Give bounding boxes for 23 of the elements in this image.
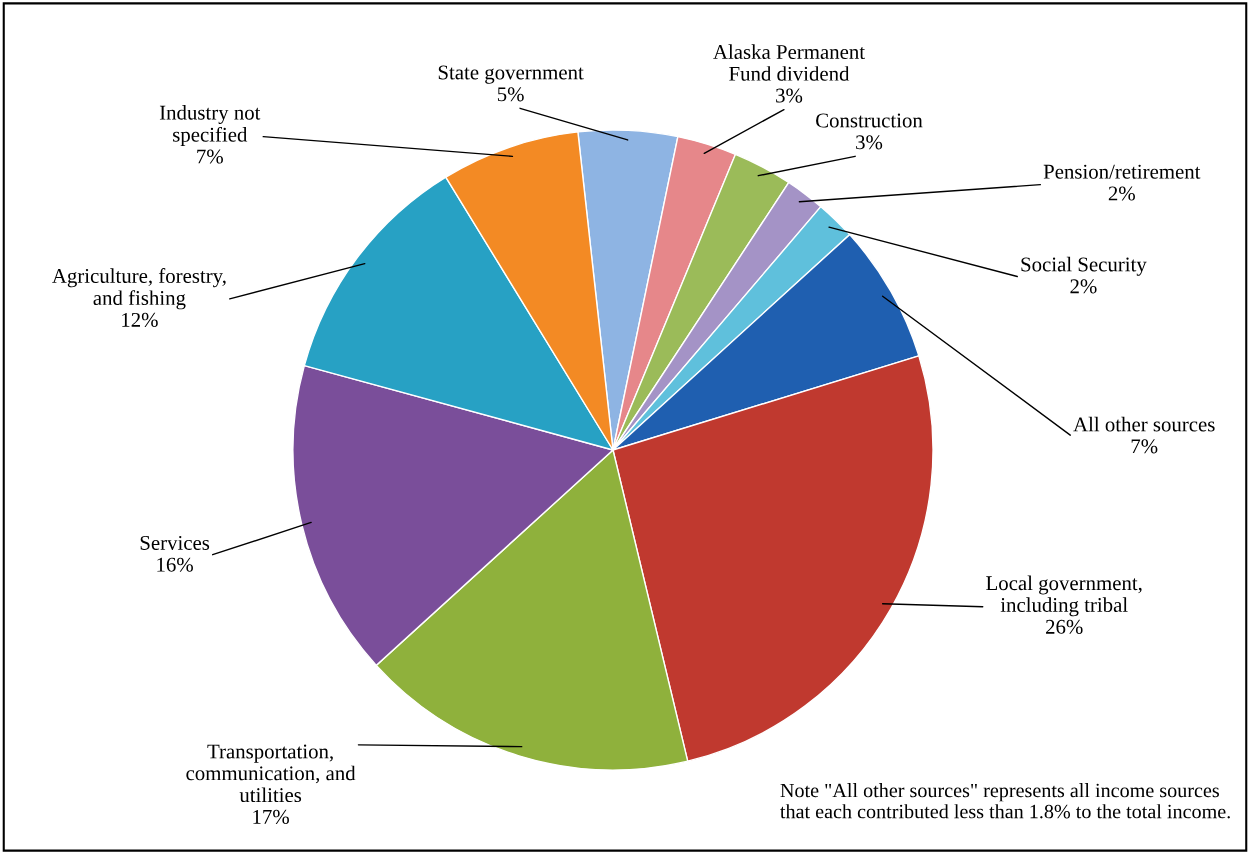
- slice-label: Industry not specified: [159, 105, 261, 146]
- data-label: 17%: [253, 809, 289, 824]
- slice-label: Construction: [816, 113, 923, 128]
- data-label: 2%: [1108, 186, 1135, 201]
- data-label: 5%: [497, 87, 524, 102]
- data-label: 3%: [856, 135, 883, 150]
- slice-label: Agriculture, forestry, and fishing: [52, 268, 226, 310]
- text: Note "All other sources" represents all income sources that each contributed less than 1.8% to the total income.: [780, 783, 1230, 819]
- data-label: 7%: [197, 149, 223, 164]
- slice-label: Pension/retirement: [1043, 164, 1201, 179]
- data-label: 7%: [1131, 439, 1158, 454]
- slice-label: Services: [140, 535, 210, 550]
- slice-label: All other sources: [1073, 416, 1215, 432]
- data-label: 12%: [122, 312, 158, 327]
- data-label: 2%: [1070, 279, 1097, 294]
- data-label: 16%: [157, 557, 193, 572]
- slice-label: Local government, including tribal: [986, 575, 1142, 617]
- slice-label: State government: [438, 65, 584, 84]
- data-label: 3%: [776, 88, 803, 103]
- slice-label: Alaska Permanent Fund dividend: [713, 44, 865, 81]
- slice-label: Social Security: [1021, 256, 1147, 276]
- slice-label: Transportation, communication, and utilities: [186, 744, 356, 803]
- data-label: 26%: [1046, 619, 1083, 634]
